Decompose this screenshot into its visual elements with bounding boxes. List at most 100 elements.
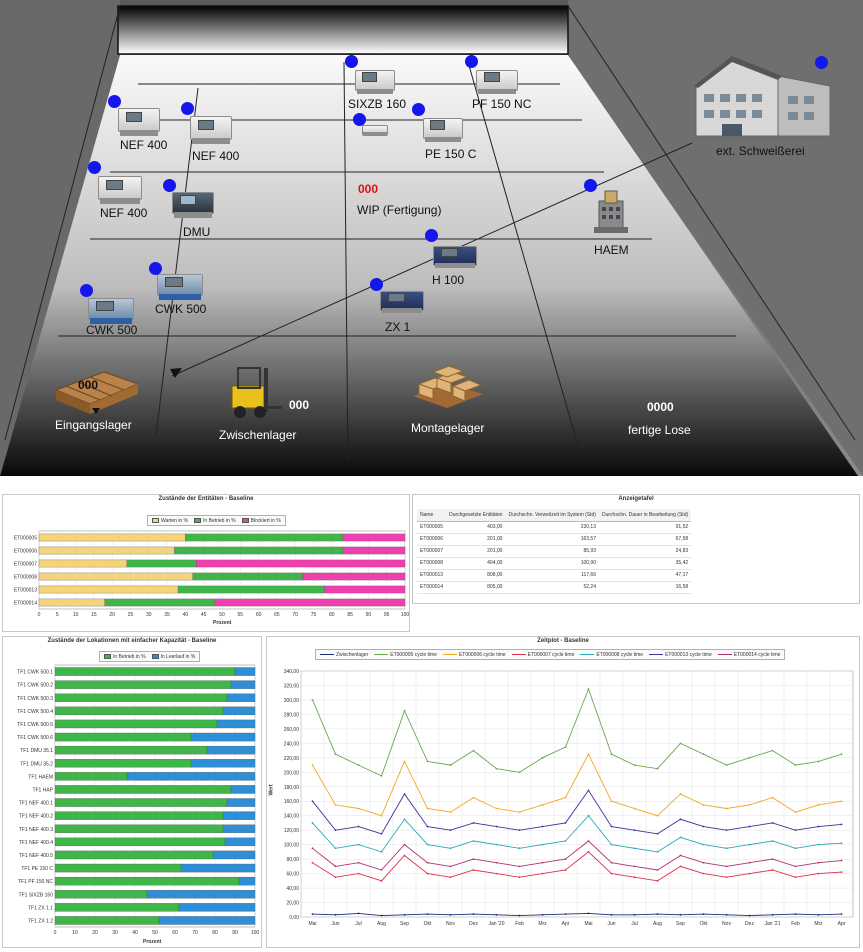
x-tick-label: Apr [838, 921, 846, 927]
machine-cwk-500-a-icon[interactable] [157, 268, 203, 300]
machine-pe-150-c-icon[interactable] [423, 112, 463, 142]
x-tick-label: 65 [274, 612, 280, 618]
category-label: ET000008 [14, 575, 37, 581]
x-tick-label: 0 [38, 612, 41, 618]
data-point [610, 825, 613, 828]
data-point [656, 879, 659, 882]
data-point [564, 913, 567, 916]
data-point [748, 861, 751, 864]
bar-segment [222, 706, 256, 716]
legend-label: Warten in % [161, 517, 189, 524]
x-tick-label: 35 [164, 612, 170, 618]
pallet-icon[interactable] [56, 368, 138, 416]
y-tick-label: 300,00 [284, 698, 300, 704]
y-tick-label: 80,00 [286, 857, 299, 863]
data-point [472, 840, 475, 842]
x-tick-label: 20 [109, 612, 115, 618]
data-point [633, 829, 636, 832]
category-label: TF1 CWK 500.4 [17, 709, 53, 715]
data-point [725, 913, 728, 916]
data-point [610, 843, 613, 846]
machine-dmu-icon[interactable] [172, 186, 214, 218]
x-tick-label: 25 [128, 612, 134, 618]
machine-small-icon[interactable] [362, 119, 388, 137]
ext-site-label: ext. Schweißerei [716, 144, 805, 158]
x-tick-label: 5 [56, 612, 59, 618]
data-point [840, 859, 843, 862]
bar-segment [54, 863, 182, 873]
legend-swatch [194, 518, 202, 523]
y-tick-label: 100,00 [284, 843, 300, 849]
data-point [311, 861, 314, 864]
x-tick-label: Dez [745, 921, 754, 927]
data-point [564, 796, 567, 799]
montagelager-label: Montagelager [411, 421, 485, 435]
machine-nef-400-c-icon[interactable] [98, 170, 142, 204]
table-header-cell[interactable]: Durchschn. Dauer in Bearbeitung (Std) [598, 509, 692, 522]
data-point [357, 807, 360, 810]
y-tick-label: 40,00 [286, 886, 299, 892]
legend-label: ET000006 cycle time [458, 651, 506, 658]
table-header-cell[interactable]: Name [417, 509, 447, 522]
x-axis-label: Prozent [143, 939, 162, 945]
x-tick-label: Okt [700, 921, 708, 927]
series-line [312, 815, 842, 853]
bar-segment [54, 785, 232, 794]
data-point [679, 854, 682, 857]
machine-label: DMU [183, 225, 211, 239]
data-point [794, 876, 797, 879]
data-point [633, 807, 636, 810]
table-row: ET000006 201,00 163,57 67,58 [417, 533, 692, 546]
data-point [633, 876, 636, 879]
legend-item: ET000006 cycle time [442, 651, 506, 658]
y-tick-label: 320,00 [284, 683, 300, 689]
data-point [564, 822, 567, 824]
data-point [334, 803, 337, 806]
zwischenlager-label: Zwischenlager [219, 428, 297, 442]
x-tick-label: Jul [355, 921, 361, 927]
display-table: Name Durchgesetzte Entitäten Durchschn. Ve… [417, 509, 692, 594]
x-tick-label: 85 [347, 612, 353, 618]
legend-item: ET000005 cycle time [374, 652, 437, 658]
boxes-pallet-icon[interactable] [413, 366, 483, 412]
x-tick-label: Apr [562, 921, 570, 927]
data-point [610, 872, 613, 875]
bar-segment [54, 706, 224, 716]
machine-cwk-500-b-icon[interactable] [88, 292, 134, 324]
data-point [702, 825, 705, 828]
data-point [541, 913, 544, 916]
machine-h-100-icon[interactable] [433, 240, 477, 268]
category-label: TF1 CWK 500.3 [17, 696, 53, 702]
machine-pf-150-nc-icon[interactable] [476, 64, 518, 94]
legend-swatch [151, 654, 159, 659]
machine-nef-400-a-icon[interactable] [118, 102, 160, 136]
x-tick-label: 10 [72, 930, 78, 936]
status-dot-icon [815, 56, 828, 69]
category-label: TF1 NEF 400.3 [19, 827, 53, 833]
status-dot-icon [108, 95, 121, 108]
table-row: ET000007 201,00 85,93 24,83 [417, 545, 692, 558]
table-cell: ET000008 [417, 557, 447, 570]
legend-item: ET000014 cycle time [717, 652, 780, 658]
building-haem-icon[interactable] [594, 187, 628, 233]
x-tick-label: 40 [132, 930, 138, 936]
forklift-icon[interactable] [222, 364, 282, 420]
category-label: TF1 PF 150 NC [18, 879, 53, 885]
data-point [771, 840, 774, 842]
x-tick-label: 20 [92, 930, 98, 936]
bar-segment [222, 811, 256, 820]
data-point [702, 843, 705, 846]
machine-zx-1-icon[interactable] [380, 285, 424, 313]
machine-sixzb-160-icon[interactable] [355, 64, 395, 94]
table-row: ET000013 808,00 117,66 47,17 [417, 569, 692, 582]
machine-nef-400-b-icon[interactable] [190, 110, 232, 144]
table-header-cell[interactable]: Durchschn. Verweilzeit im System (Std) [505, 509, 599, 522]
data-point [771, 858, 774, 861]
machine-label: PF 150 NC [472, 97, 532, 111]
status-dot-icon [370, 278, 383, 291]
x-tick-label: 55 [238, 612, 244, 618]
external-building-icon[interactable] [692, 54, 834, 140]
data-point [725, 764, 728, 766]
table-header-cell[interactable]: Durchgesetzte Entitäten [446, 509, 506, 522]
y-tick-label: 280,00 [284, 712, 300, 718]
